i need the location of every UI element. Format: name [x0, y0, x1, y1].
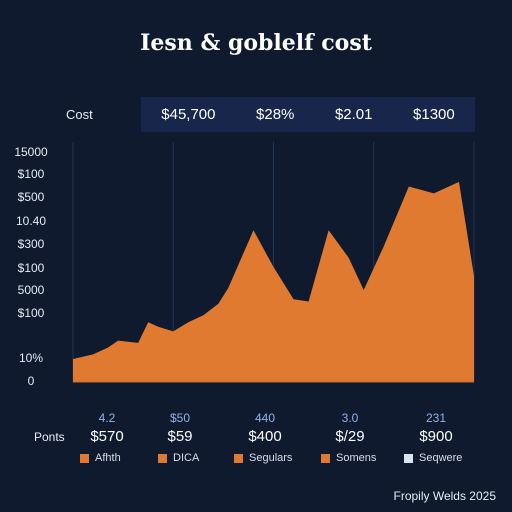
legend-swatch-3 [234, 453, 243, 463]
points-value-3: $400 [248, 428, 282, 445]
legend-swatch-4 [321, 453, 330, 463]
cost-value-4: $1300 [413, 106, 455, 123]
points-value-2: $59 [167, 428, 193, 445]
legend-label-3: Segulars [249, 452, 293, 464]
y-tick-label: $100 [17, 306, 45, 320]
legend-label-4: Somens [336, 452, 377, 464]
points-value-5: $900 [419, 428, 453, 445]
y-tick-label: 10.40 [15, 214, 47, 228]
y-tick-label: $100 [17, 261, 45, 275]
legend-label-2: DICA [173, 452, 200, 464]
legend-swatch-5 [404, 453, 413, 463]
legend-swatch-2 [158, 453, 167, 463]
x-tick-label: 231 [425, 411, 447, 425]
y-tick-label: 0 [27, 374, 35, 388]
y-tick-label: $100 [17, 167, 45, 181]
y-tick-label: 5000 [17, 283, 45, 297]
footer-credit: Fropily Welds 2025 [393, 489, 497, 503]
points-label: Ponts [34, 430, 65, 444]
cost-label: Cost [66, 107, 93, 122]
legend-item-1: Afhth [80, 452, 121, 464]
cost-value-1: $45,700 [161, 106, 216, 123]
cost-header-row: Cost $45,700 $28% $2.01 $1300 [60, 97, 475, 132]
legend-swatch-1 [80, 453, 89, 463]
points-value-4: $/29 [335, 428, 365, 445]
legend-item-4: Somens [321, 452, 376, 464]
cost-value-2: $28% [256, 106, 295, 123]
legend-item-2: DICA [158, 452, 199, 464]
cost-value-3: $2.01 [334, 106, 373, 123]
area-series-1 [73, 181, 474, 382]
legend-item-3: Segulars [234, 452, 292, 464]
legend-item-5: Seqwere [404, 452, 462, 464]
y-tick-label: 15000 [14, 145, 48, 159]
x-tick-label: $50 [169, 411, 191, 425]
cost-values-box: $45,700 $28% $2.01 $1300 [141, 97, 475, 132]
y-tick-label: $300 [17, 237, 45, 251]
chart-title: Iesn & goblelf cost [140, 30, 372, 56]
y-tick-label: $500 [17, 190, 45, 204]
legend-label-5: Seqwere [419, 452, 463, 464]
legend-label-1: Afhth [95, 452, 121, 464]
x-tick-label: 440 [254, 411, 276, 425]
y-tick-label: 10% [18, 351, 44, 365]
x-tick-label: 3.0 [341, 411, 359, 425]
x-tick-label: 4.2 [98, 411, 116, 425]
points-value-1: $570 [90, 428, 124, 445]
